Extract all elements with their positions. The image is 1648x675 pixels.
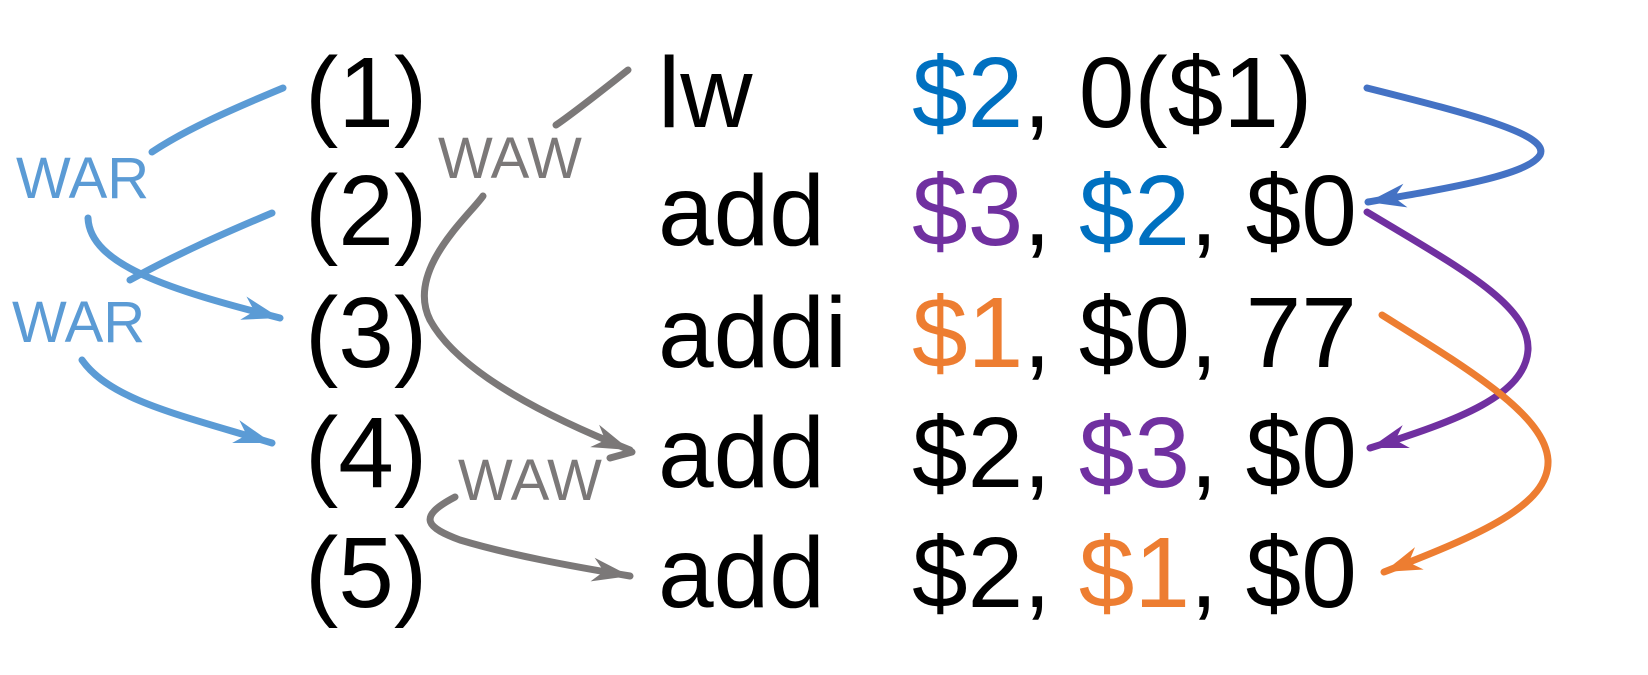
instruction-operands: $3, $2, $0 [912, 155, 1357, 267]
arrowhead-icon [590, 424, 630, 450]
operand-text: $2, [912, 397, 1079, 509]
arrowhead-icon [240, 296, 280, 320]
instruction-opcode: add [658, 155, 825, 267]
war-dependency-arrow [78, 209, 276, 447]
operand-text: , $0 [1190, 155, 1357, 267]
operand-text: , $0, 77 [1023, 277, 1357, 389]
war-label: WAR [16, 146, 149, 211]
instruction-opcode: lw [658, 37, 753, 149]
register-token: $3 [912, 155, 1023, 267]
register-token: $1 [1079, 517, 1190, 629]
instruction-operands: $1, $0, 77 [912, 277, 1357, 389]
instruction-number: (2) [305, 155, 427, 267]
instruction-number: (4) [305, 397, 427, 509]
waw-dependency-arrow [426, 448, 636, 580]
raw-dependency-arrow [1378, 311, 1552, 576]
waw-dependency-arrow [420, 66, 634, 454]
instruction-list: (1) lw $2, 0($1)(2) add $3, $2, $0(3) addi $1,… [305, 37, 1357, 629]
instruction-operands: $2, 0($1) [912, 37, 1312, 149]
waw-label: WAW [458, 448, 602, 513]
arrowhead-icon [1384, 547, 1424, 572]
instruction-opcode: add [658, 517, 825, 629]
register-token: $2 [1079, 155, 1190, 267]
operand-text: , $0 [1190, 517, 1357, 629]
arrowhead-icon [590, 557, 630, 582]
register-token: $1 [912, 277, 1023, 389]
instruction-opcode: addi [658, 277, 847, 389]
dependency-labels: WAR WAR WAW WAW [12, 126, 602, 513]
operand-text: , [1023, 155, 1079, 267]
arrowhead-icon [1370, 425, 1410, 449]
register-token: $3 [1079, 397, 1190, 509]
waw-label: WAW [438, 126, 582, 191]
war-label: WAR [12, 290, 145, 355]
operand-text: , $0 [1190, 397, 1357, 509]
instruction-number: (1) [305, 37, 427, 149]
instruction-number: (5) [305, 517, 427, 629]
raw-dependency-arrow [1363, 208, 1532, 452]
register-token: $2 [912, 37, 1023, 149]
dependency-arrows [78, 66, 1552, 582]
instruction-operands: $2, $1, $0 [912, 517, 1357, 629]
instruction-number: (3) [305, 277, 427, 389]
instruction-opcode: add [658, 397, 825, 509]
operand-text: , 0($1) [1023, 37, 1312, 149]
instruction-operands: $2, $3, $0 [912, 397, 1357, 509]
operand-text: $2, [912, 517, 1079, 629]
arrowhead-icon [232, 420, 272, 444]
arrowhead-icon [1368, 183, 1408, 208]
raw-dependency-arrow [1363, 84, 1545, 206]
